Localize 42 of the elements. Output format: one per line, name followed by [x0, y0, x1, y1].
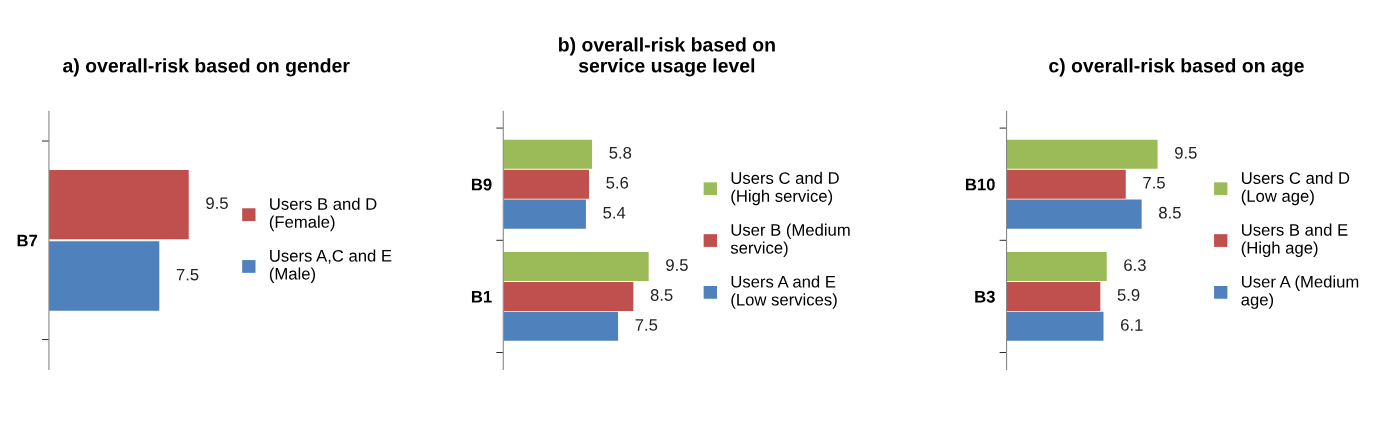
bar	[503, 169, 589, 199]
legend-label: Users B and E (High age)	[1241, 223, 1348, 258]
data-label: 6.3	[1124, 259, 1146, 271]
bar	[1006, 311, 1104, 341]
legend-label: Users A,C and E (Male)	[269, 249, 392, 283]
bar	[1006, 139, 1158, 169]
legend-label: Users B and D (Female)	[269, 197, 377, 232]
data-label: 7.5	[635, 319, 658, 331]
bar	[1006, 199, 1142, 229]
bar	[1006, 281, 1101, 311]
chart-title: b) overall-risk based on service usage level	[559, 37, 775, 77]
y-tick-label: B10	[965, 178, 995, 191]
legend-label: Users A and E (Low services)	[731, 275, 837, 309]
legend-label: User A (Medium age)	[1241, 275, 1359, 309]
data-label: 8.5	[1159, 206, 1181, 219]
y-tick-label: B3	[975, 290, 995, 303]
bar	[1006, 251, 1107, 281]
data-label: 9.5	[1174, 146, 1197, 159]
y-tick-label: B1	[471, 290, 492, 303]
y-tick-label: B7	[17, 234, 38, 247]
data-label: 5.6	[606, 176, 629, 189]
bar	[1006, 169, 1126, 199]
data-label: 9.5	[206, 197, 228, 210]
data-label: 7.5	[1143, 177, 1165, 189]
legend-label: Users C and D (High service)	[731, 171, 839, 206]
data-label: 7.5	[176, 268, 199, 281]
chart-title: c) overall-risk based on age	[1049, 58, 1304, 77]
chart-title: a) overall-risk based on gender	[63, 58, 350, 77]
bar	[503, 139, 593, 169]
legend-label: Users C and D (Low age)	[1241, 171, 1350, 206]
data-label: 5.4	[603, 206, 626, 219]
legend-label: User B (Medium service)	[730, 223, 850, 258]
data-label: 5.9	[1117, 289, 1140, 301]
bar	[503, 281, 634, 311]
data-label: 9.5	[666, 259, 688, 271]
bar	[503, 199, 586, 229]
data-label: 5.8	[609, 146, 632, 159]
bar	[503, 311, 619, 341]
data-label: 6.1	[1121, 319, 1143, 331]
y-tick-label: B9	[471, 178, 492, 191]
bar	[503, 251, 649, 281]
data-label: 8.5	[650, 289, 673, 301]
